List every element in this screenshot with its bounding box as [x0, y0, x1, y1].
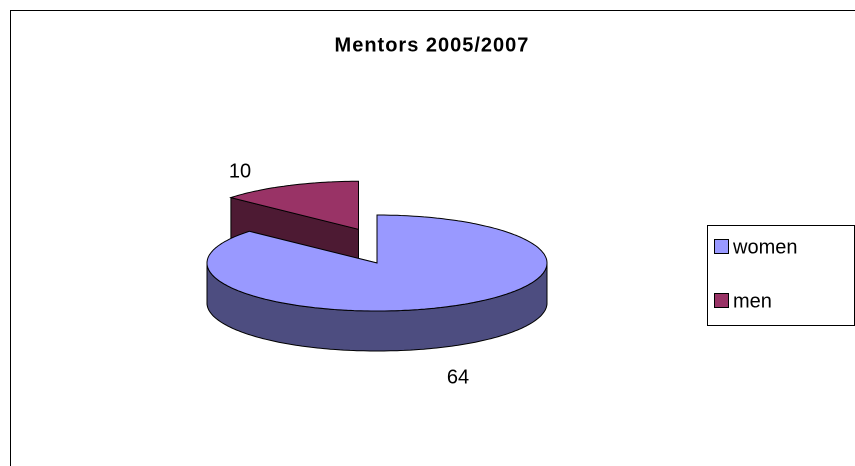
data-label: 64: [447, 366, 469, 388]
chart-title: Mentors 2005/2007: [335, 34, 530, 56]
data-label: 10: [229, 160, 251, 182]
legend-swatch: [714, 293, 729, 308]
slice: [206, 214, 548, 312]
legend-swatch: [714, 239, 729, 254]
pie: 64 10: [206, 160, 548, 388]
legend-label: men: [733, 290, 772, 312]
slice: [229, 180, 359, 230]
legend-label: women: [732, 236, 797, 258]
legend: [707, 225, 855, 326]
legend-items: women men: [714, 236, 797, 312]
